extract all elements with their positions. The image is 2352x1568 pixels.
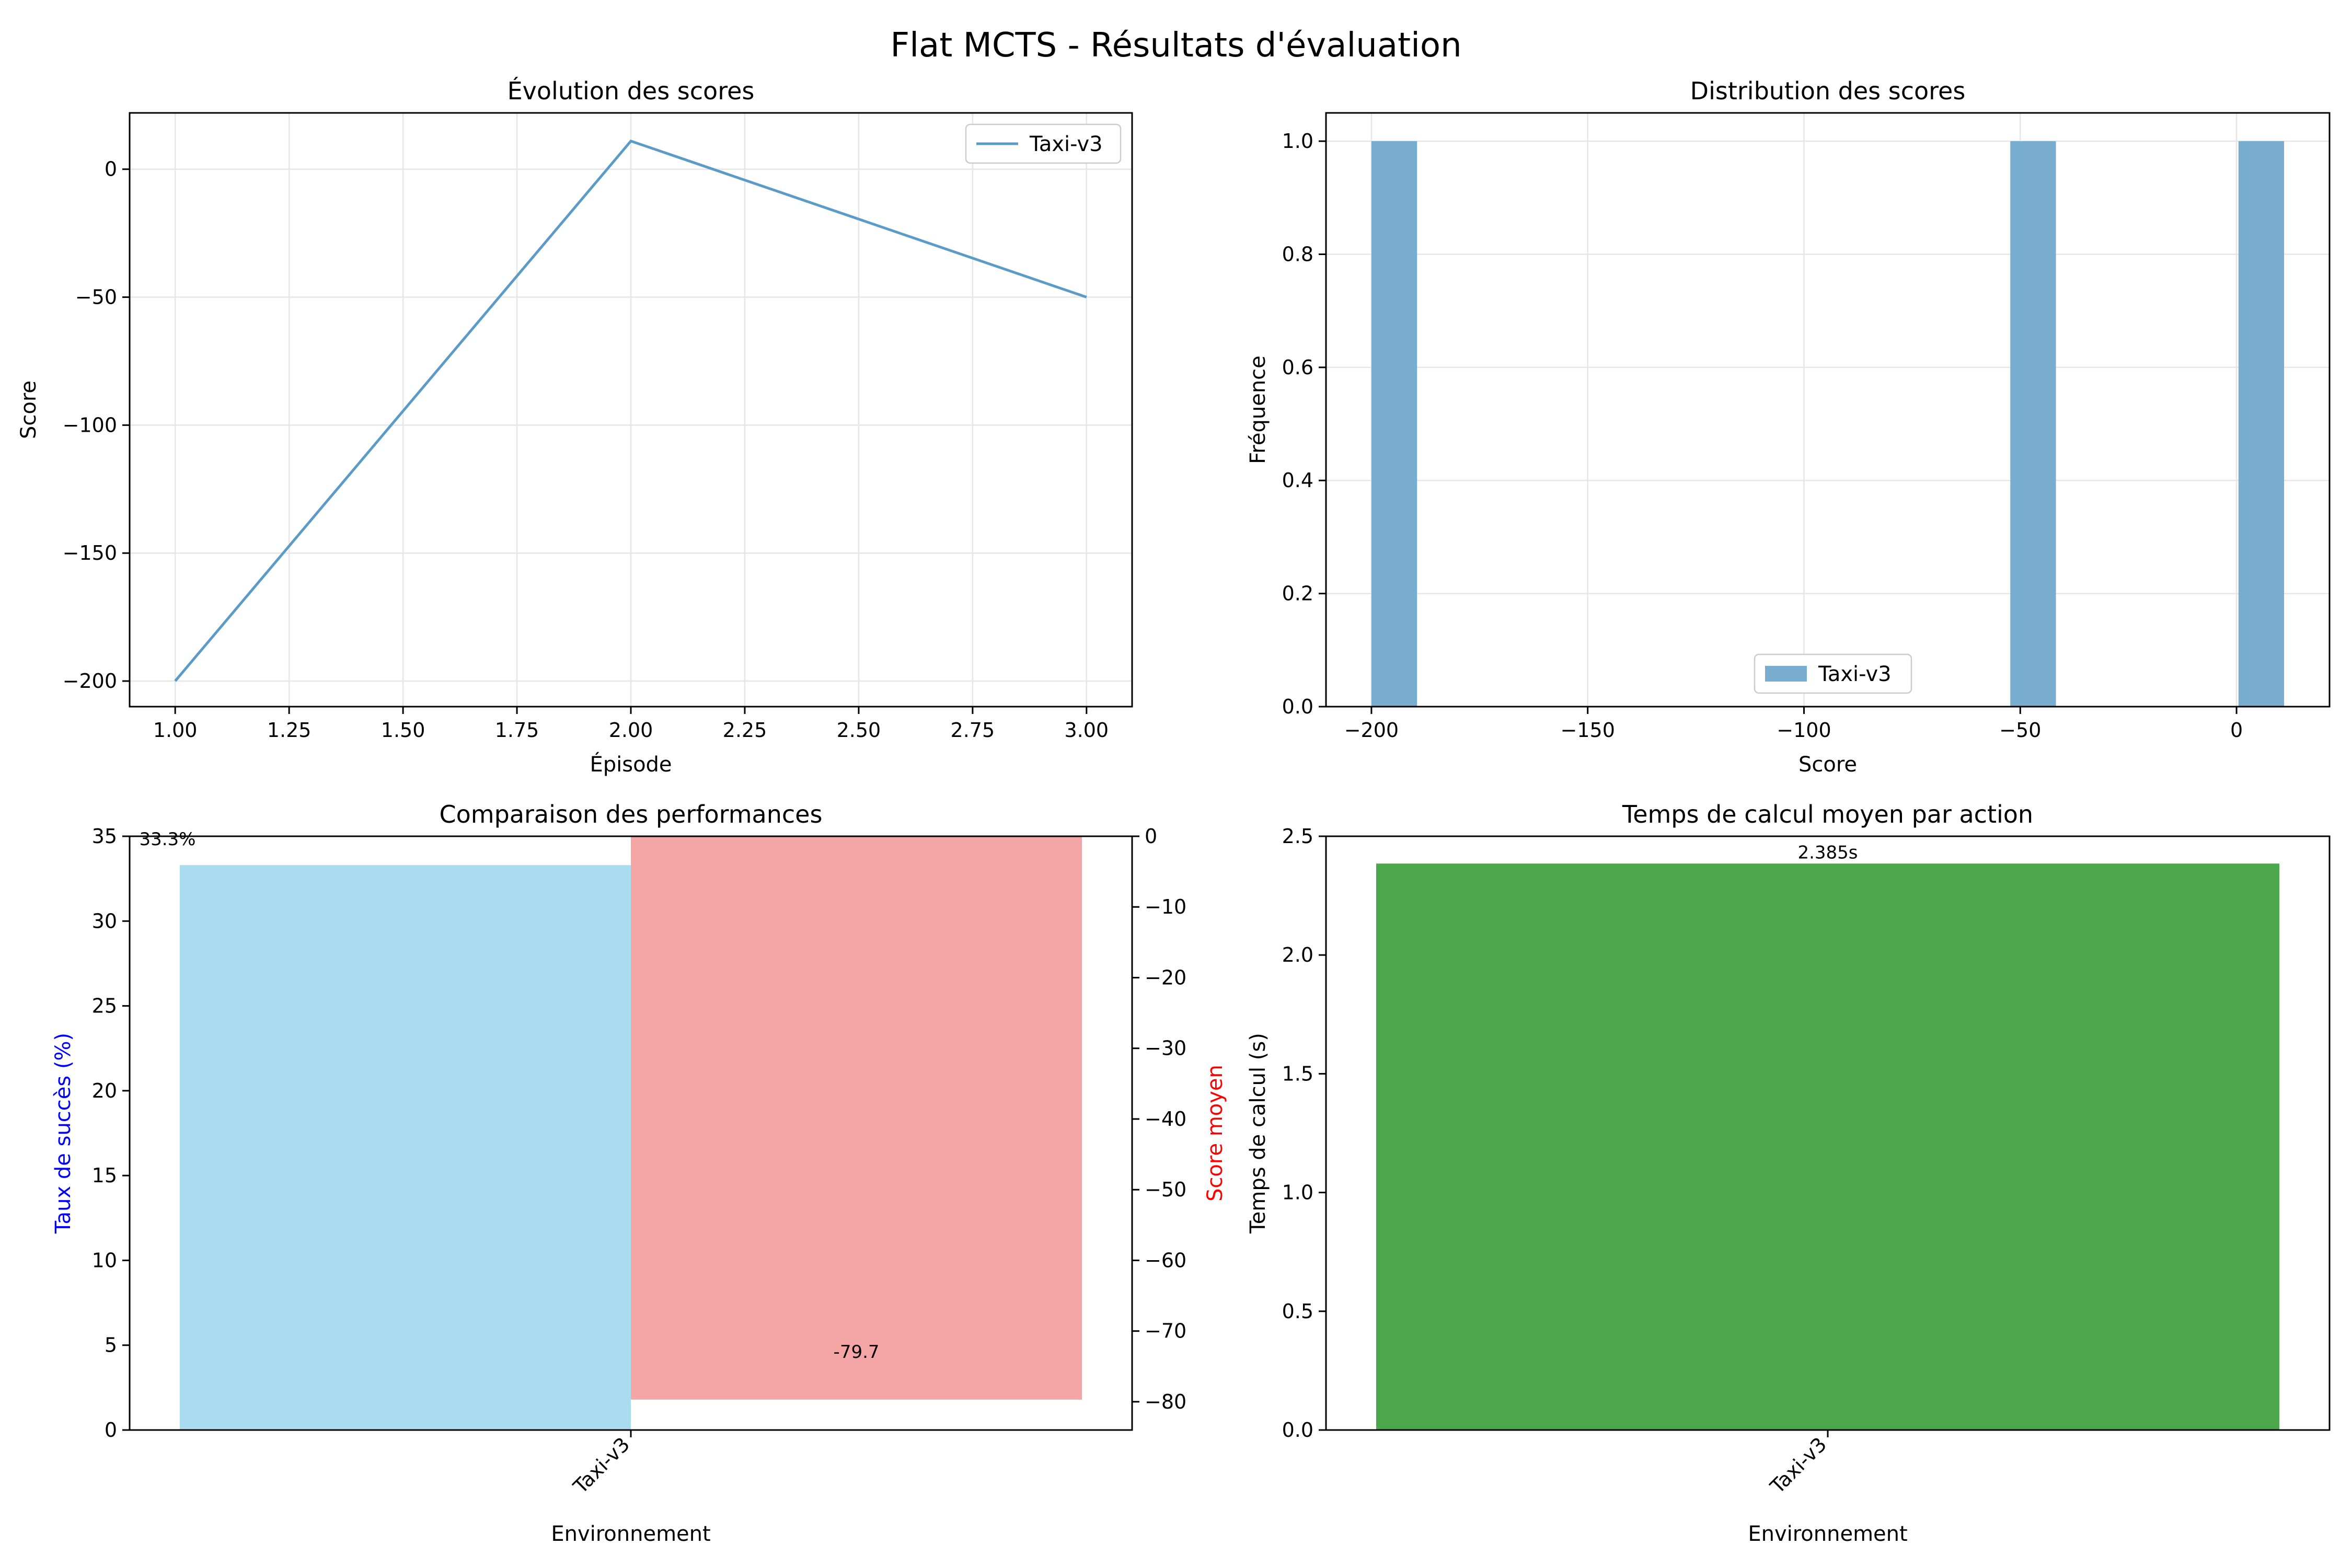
x-tick-label: 2.50 [837,719,881,742]
x-axis-label: Environnement [551,1522,710,1546]
axes-title: Comparaison des performances [440,800,823,828]
histogram-bar [2238,141,2285,707]
y-tick-label: 0.0 [1282,1419,1313,1442]
y-tick-label: 5 [105,1334,117,1357]
y-tick-label-right: −60 [1145,1249,1186,1272]
y-tick-label: 0.4 [1282,469,1313,492]
x-tick-label: 2.75 [951,719,995,742]
x-tick-label: −200 [1344,719,1399,742]
y-axis-label-left: Taux de succès (%) [51,1033,75,1234]
y-tick-label: −100 [63,413,117,436]
y-tick-label: 35 [92,825,117,848]
legend-label: Taxi-v3 [1818,662,1892,686]
y-tick-label: 1.0 [1282,1181,1313,1204]
y-tick-label: 1.5 [1282,1062,1313,1085]
y-tick-label-right: −30 [1145,1037,1186,1060]
x-tick-label: 2.25 [723,719,767,742]
y-tick-label-right: −20 [1145,966,1186,989]
legend-box [965,123,1122,164]
x-axis-label: Environnement [1748,1522,1907,1546]
chart-score-distribution: −200 −150 −100 −50 0 0.0 0.2 0.4 0.6 0.8 1.0 Distri… [1246,77,2331,777]
y-tick-label: 15 [92,1164,117,1187]
y-tick-label: −150 [63,541,117,564]
x-tick-label: 3.00 [1065,719,1109,742]
y-tick-label-right: −40 [1145,1108,1186,1131]
y-axis-label: Score [17,381,41,439]
y-tick-label: 20 [92,1079,117,1102]
y-tick-label-right: −10 [1145,895,1186,918]
x-tick-label: −150 [1561,719,1615,742]
y-axis-label: Fréquence [1246,355,1270,464]
y-tick-label-right: −80 [1145,1390,1186,1413]
figure-title: Flat MCTS - Résultats d'évaluation [890,26,1461,65]
y-tick-label-right: −70 [1145,1320,1186,1343]
bar-label-mean-score: -79.7 [834,1342,880,1363]
y-tick-label: −200 [63,670,117,693]
y-tick-label: 1.0 [1282,130,1313,153]
axes-title: Temps de calcul moyen par action [1622,800,2033,828]
x-axis-label: Épisode [590,752,672,777]
y-axis-label: Temps de calcul (s) [1246,1033,1270,1234]
y-tick-label: −50 [75,286,117,309]
y-tick-label: 0 [105,1419,117,1442]
x-tick-label: 1.00 [153,719,198,742]
x-axis-label: Score [1798,753,1857,777]
y-tick-label: 2.5 [1282,825,1313,848]
bar-mean-score [631,836,1082,1400]
axes-title: Distribution des scores [1690,77,1966,105]
x-tick-label: Taxi-v3 [569,1433,635,1498]
bar-compute-time [1376,863,2279,1430]
x-tick-label: −50 [1999,719,2041,742]
chart-compute-time: 2.385s 0.0 0.5 1.0 1.5 2.0 2.5 Taxi-v3 Temps de … [1246,800,2331,1546]
x-tick-label: Taxi-v3 [1766,1433,1831,1498]
x-tick-label: 0 [2230,719,2243,742]
y-tick-label: 0.5 [1282,1300,1313,1323]
axes-title: Évolution des scores [508,77,755,105]
axes-frame [1325,112,2331,708]
chart-score-evolution: 1.00 1.25 1.50 1.75 2.00 2.25 2.50 2.75 3.00 −200… [17,77,1133,777]
legend-box [1754,653,1912,694]
x-tick-label: 1.75 [495,719,539,742]
y-axis-label-right: Score moyen [1203,1065,1227,1202]
x-tick-label: 2.00 [609,719,653,742]
legend-swatch [1765,666,1807,682]
y-tick-label-right: 0 [1145,825,1157,848]
y-tick-label: 0 [105,158,117,181]
y-tick-label: 0.2 [1282,582,1313,605]
y-tick-label-right: −50 [1145,1178,1186,1201]
bar-label-compute-time: 2.385s [1797,842,1858,863]
y-tick-label: 0.8 [1282,243,1313,266]
x-tick-label: 1.50 [381,719,425,742]
x-tick-label: 1.25 [267,719,312,742]
y-tick-label: 30 [92,909,117,932]
y-tick-label: 0.0 [1282,695,1313,718]
y-tick-label: 10 [92,1249,117,1272]
histogram-bar [2010,141,2056,707]
x-tick-label: −100 [1777,719,1831,742]
bar-label-success-rate: 33.3% [139,829,195,850]
y-tick-label: 25 [92,995,117,1018]
y-tick-label: 2.0 [1282,943,1313,966]
y-tick-label: 0.6 [1282,356,1313,379]
bar-success-rate [179,865,631,1430]
chart-performance-comparison: 33.3% -79.7 0 5 10 15 20 25 30 35 0 −10 −20 −30 −40 −50… [51,800,1227,1546]
legend-label: Taxi-v3 [1029,132,1103,156]
histogram-bar [1371,141,1417,707]
